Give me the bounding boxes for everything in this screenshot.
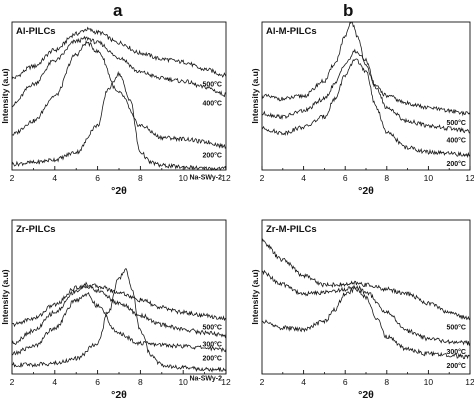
panel-title: Zr-M-PILCs	[266, 224, 317, 235]
panel-zr-pilcs: 2 4 6 8 10 12 °2θ Intensity (a.u) Zr-PILCs 500°C 3…	[0, 219, 231, 401]
x-tick-label: 12	[221, 377, 231, 387]
x-tick-label: 10	[178, 173, 188, 183]
x-axis-label: °2θ	[111, 185, 127, 197]
y-axis-label: Intensity (a.u)	[0, 68, 10, 123]
series-label-500c: 500°C	[202, 80, 222, 88]
x-tick-label: 2	[260, 173, 265, 183]
series-line-500c	[261, 238, 471, 321]
series-line-500c	[261, 21, 471, 117]
series-label-200c: 200°C	[202, 354, 222, 362]
series-label-na-swy-2: Na-SWy-2	[189, 175, 222, 182]
series-label-500c: 500°C	[446, 119, 466, 127]
series-line-500c	[11, 26, 227, 80]
x-tick-label: 8	[138, 377, 143, 387]
y-axis-label: Intensity (a.u)	[250, 68, 260, 123]
series-line-200c	[11, 291, 227, 356]
panel-al-pilcs: 2 4 6 8 10 12 °2θ Intensity (a.u) Al-PILCs 500°C 4…	[0, 21, 231, 197]
x-tick-label: 10	[424, 173, 434, 183]
series-label-500c: 500°C	[446, 324, 466, 332]
series-label-300c: 300°C	[446, 348, 466, 356]
x-tick-label: 12	[221, 173, 231, 183]
plot-frame	[261, 21, 471, 171]
x-axis-label: °2θ	[358, 185, 374, 197]
panel-al-m-pilcs: 2 4 6 8 10 12 °2θ Intensity (a.u) Al-M-PILCs 500°…	[250, 21, 474, 197]
series-line-400c	[261, 48, 471, 134]
x-tick-label: 6	[95, 173, 100, 183]
series-label-400c: 400°C	[446, 137, 466, 145]
x-axis-label: °2θ	[358, 389, 374, 401]
plot-frame	[261, 219, 471, 375]
column-label-a: a	[113, 1, 123, 20]
series-label-400c: 400°C	[202, 100, 222, 108]
x-tick-label: 10	[178, 377, 188, 387]
panel-title: Al-M-PILCs	[266, 26, 317, 37]
x-tick-label: 6	[95, 377, 100, 387]
x-tick-label: 10	[424, 377, 434, 387]
series-line-na-swy-2	[11, 268, 227, 373]
y-axis-label: Intensity (a.u)	[0, 269, 10, 324]
x-tick-label: 8	[384, 377, 389, 387]
series-line-500c	[11, 281, 227, 328]
x-tick-label: 8	[384, 173, 389, 183]
panel-title: Al-PILCs	[16, 26, 56, 37]
series-line-na-swy-2	[11, 70, 227, 171]
x-tick-label: 6	[343, 173, 348, 183]
series-label-300c: 300°C	[202, 341, 222, 349]
x-tick-label: 4	[52, 173, 57, 183]
series-label-na-swy-2: Na-SWy-2	[189, 375, 222, 382]
x-tick-label: 4	[301, 173, 306, 183]
series-line-200c	[261, 58, 471, 159]
x-tick-label: 6	[343, 377, 348, 387]
series-label-500c: 500°C	[202, 324, 222, 332]
series-line-400c	[11, 35, 227, 108]
x-tick-label: 2	[10, 173, 15, 183]
series-line-300c	[261, 269, 471, 347]
plot-frame	[11, 219, 227, 375]
x-tick-label: 12	[465, 173, 474, 183]
y-axis-label: Intensity (a.u)	[250, 269, 260, 324]
series-label-200c: 200°C	[446, 362, 466, 370]
series-line-200c	[11, 39, 227, 149]
series-line-300c	[11, 284, 227, 346]
series-label-200c: 200°C	[202, 151, 222, 159]
x-tick-label: 2	[10, 377, 15, 387]
x-axis-label: °2θ	[111, 389, 127, 401]
panel-zr-m-pilcs: 2 4 6 8 10 12 °2θ Intensity (a.u) Zr-M-PILCs 500°…	[250, 219, 474, 401]
x-tick-label: 4	[301, 377, 306, 387]
panel-title: Zr-PILCs	[16, 224, 56, 235]
series-line-200c	[262, 286, 471, 360]
x-tick-label: 8	[138, 173, 143, 183]
x-tick-label: 4	[52, 377, 57, 387]
x-tick-label: 12	[465, 377, 474, 387]
series-label-200c: 200°C	[446, 160, 466, 168]
column-label-b: b	[343, 1, 354, 20]
x-tick-label: 2	[260, 377, 265, 387]
